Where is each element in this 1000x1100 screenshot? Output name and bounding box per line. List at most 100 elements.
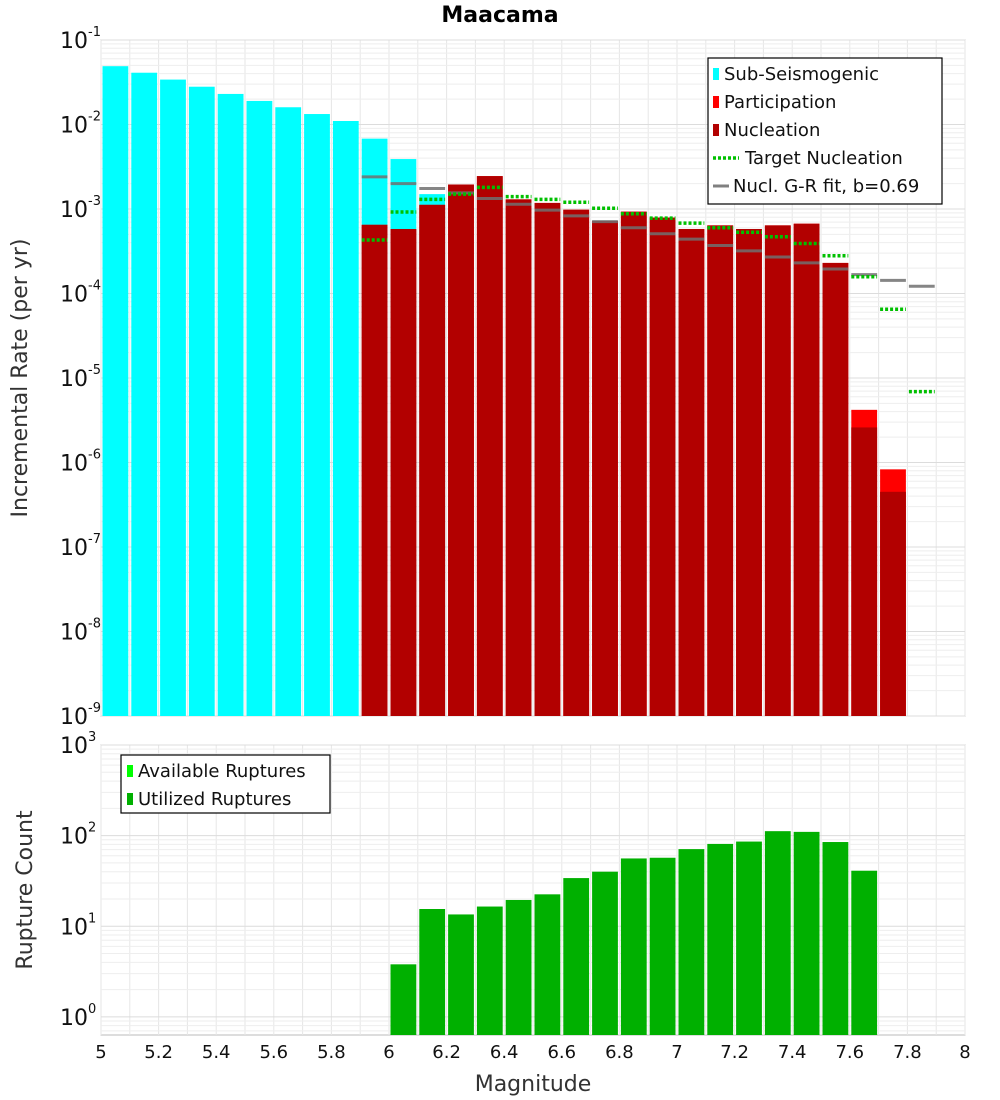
legend-swatch-sub-seismogenic bbox=[713, 68, 719, 80]
utilized-ruptures-bar bbox=[822, 842, 849, 1035]
y-tick-label: 10-1 bbox=[60, 25, 101, 54]
x-tick-label: 7.6 bbox=[835, 1042, 864, 1063]
top-y-ticks: 10-9 10-8 10-7 10-6 10-5 10-4 10-3 10-2 10-1 bbox=[60, 25, 101, 730]
legend-box bbox=[707, 57, 943, 205]
sub-seismogenic-bar bbox=[246, 100, 273, 717]
x-tick-label: 5.6 bbox=[259, 1042, 288, 1063]
nucleation-bar bbox=[880, 491, 906, 716]
nucleation-bar bbox=[764, 225, 791, 716]
nucleation-bar bbox=[505, 199, 532, 717]
x-tick-label: 6.8 bbox=[605, 1042, 634, 1063]
sub-seismogenic-bar bbox=[217, 93, 244, 716]
top-bars bbox=[102, 66, 906, 717]
legend-swatch-nucleation bbox=[713, 124, 719, 136]
bottom-grid bbox=[100, 744, 966, 1035]
y-tick-label: 101 bbox=[60, 911, 96, 940]
x-axis-label: Magnitude bbox=[475, 1072, 592, 1097]
y-tick-label: 10-2 bbox=[60, 110, 101, 139]
nucleation-bar bbox=[448, 184, 474, 717]
utilized-ruptures-bar bbox=[563, 878, 590, 1035]
nucleation-bar bbox=[390, 228, 417, 716]
utilized-ruptures-bar bbox=[736, 841, 762, 1035]
nucleation-bar bbox=[620, 211, 647, 716]
top-plot: 10-9 10-8 10-7 10-6 10-5 10-4 10-3 10-2 10-1 Inc… bbox=[8, 25, 966, 730]
legend-label-available-ruptures: Available Ruptures bbox=[138, 761, 306, 782]
utilized-ruptures-bar bbox=[390, 964, 417, 1035]
legend-label-target-nucleation: Target Nucleation bbox=[744, 148, 903, 169]
sub-seismogenic-bar bbox=[304, 114, 330, 716]
y-tick-label: 10-7 bbox=[60, 532, 101, 561]
utilized-ruptures-bar bbox=[448, 914, 474, 1035]
sub-seismogenic-bar bbox=[188, 86, 215, 716]
x-tick-labels: 5 5.2 5.4 5.6 5.8 6 6.2 6.4 6.6 6.8 7 7.2 7.4 7.6 7.8 8 bbox=[95, 1042, 970, 1063]
nucleation-bar bbox=[822, 262, 849, 716]
legend-swatch-available-ruptures bbox=[127, 765, 133, 777]
nucleation-bar bbox=[736, 228, 762, 716]
utilized-ruptures-bar bbox=[851, 870, 878, 1035]
bottom-bars bbox=[390, 831, 878, 1035]
sub-seismogenic-bar bbox=[275, 107, 302, 717]
x-tick-label: 7.8 bbox=[893, 1042, 922, 1063]
x-tick-label: 6.4 bbox=[490, 1042, 519, 1063]
utilized-ruptures-bar bbox=[534, 894, 561, 1035]
x-tick-label: 6 bbox=[383, 1042, 394, 1063]
nucleation-bar bbox=[678, 228, 705, 716]
x-tick-label: 6.6 bbox=[547, 1042, 576, 1063]
nucleation-bar bbox=[592, 221, 618, 716]
nucleation-bar bbox=[851, 427, 878, 716]
x-tick-label: 5.2 bbox=[144, 1042, 173, 1063]
legend-box bbox=[120, 754, 331, 814]
legend-label-nucl-g-r-fit-b-0-69: Nucl. G-R fit, b=0.69 bbox=[733, 176, 919, 197]
nucleation-bar bbox=[476, 176, 503, 716]
bottom-legend: Available Ruptures Utilized Ruptures bbox=[120, 754, 331, 814]
x-tick-label: 5 bbox=[95, 1042, 106, 1063]
chart-title: Maacama bbox=[441, 3, 558, 28]
bottom-plot: 100 101 102 103 Rupture Count Available Rup… bbox=[13, 730, 971, 1097]
x-tick-label: 7 bbox=[671, 1042, 682, 1063]
x-tick-label: 5.4 bbox=[202, 1042, 231, 1063]
y-tick-label: 10-5 bbox=[60, 363, 101, 392]
top-lines bbox=[361, 175, 935, 394]
x-tick-label: 8 bbox=[959, 1042, 970, 1063]
x-tick-label: 5.8 bbox=[317, 1042, 346, 1063]
top-y-axis-label: Incremental Rate (per yr) bbox=[8, 239, 33, 518]
utilized-ruptures-bar bbox=[649, 857, 676, 1035]
legend-label-sub-seismogenic: Sub-Seismogenic bbox=[724, 64, 879, 85]
y-tick-label: 10-9 bbox=[60, 701, 101, 730]
sub-seismogenic-bar bbox=[102, 66, 129, 717]
x-tick-label: 6.2 bbox=[432, 1042, 461, 1063]
utilized-ruptures-bar bbox=[793, 831, 820, 1035]
sub-seismogenic-bar bbox=[332, 121, 359, 716]
bottom-y-axis-label: Rupture Count bbox=[13, 810, 38, 970]
y-tick-label: 10-6 bbox=[60, 448, 101, 477]
legend-label-participation: Participation bbox=[724, 92, 836, 113]
legend-swatch-participation bbox=[713, 96, 719, 108]
nucleation-bar bbox=[563, 209, 590, 716]
nucleation-bar bbox=[793, 223, 820, 716]
y-tick-label: 10-4 bbox=[60, 279, 101, 308]
nucleation-bar bbox=[649, 217, 676, 716]
x-tick-label: 7.4 bbox=[778, 1042, 807, 1063]
utilized-ruptures-bar bbox=[419, 909, 446, 1035]
utilized-ruptures-bar bbox=[505, 899, 532, 1035]
utilized-ruptures-bar bbox=[678, 849, 705, 1035]
utilized-ruptures-bar bbox=[592, 871, 618, 1035]
y-tick-label: 100 bbox=[60, 1002, 96, 1031]
bottom-y-ticks: 100 101 102 103 bbox=[60, 730, 96, 1031]
sub-seismogenic-bar bbox=[131, 72, 158, 716]
legend-label-nucleation: Nucleation bbox=[724, 120, 820, 141]
utilized-ruptures-bar bbox=[764, 831, 791, 1035]
legend-swatch-utilized-ruptures bbox=[127, 793, 133, 805]
y-tick-label: 10-8 bbox=[60, 617, 101, 646]
utilized-ruptures-bar bbox=[707, 843, 734, 1035]
utilized-ruptures-bar bbox=[620, 858, 647, 1035]
nucleation-bar bbox=[361, 224, 388, 716]
sub-seismogenic-bar bbox=[160, 79, 186, 717]
utilized-ruptures-bar bbox=[476, 906, 503, 1035]
nucleation-bar bbox=[707, 225, 734, 716]
x-tick-label: 7.2 bbox=[720, 1042, 749, 1063]
nucleation-bar bbox=[534, 202, 561, 716]
y-tick-label: 103 bbox=[60, 730, 96, 759]
legend-label-utilized-ruptures: Utilized Ruptures bbox=[138, 789, 291, 810]
